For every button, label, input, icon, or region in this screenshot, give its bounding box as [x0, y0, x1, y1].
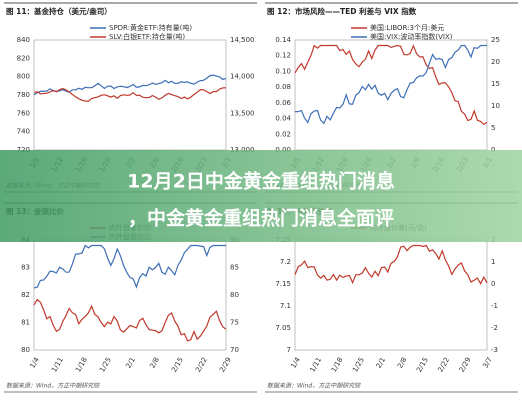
right-tick-label: 85	[230, 264, 239, 272]
x-tick-label: 2/29	[218, 356, 233, 374]
left-tick-label: 0.06	[275, 99, 291, 107]
right-tick-label: 70	[230, 346, 239, 354]
left-tick-label: 0.14	[275, 36, 291, 44]
right-tick-label: 80	[230, 291, 239, 299]
right-tick-label: 5	[491, 124, 495, 132]
left-tick-label: 780	[17, 91, 30, 99]
decor-line	[294, 44, 488, 126]
left-tick-label: 840	[17, 36, 30, 44]
x-tick-label: 2/8	[148, 356, 161, 370]
left-tick-label: 83	[21, 264, 30, 272]
decor-line	[33, 74, 227, 96]
headline: ，中金黄金重组热门消息全面评	[128, 207, 394, 230]
headline: 12月2日中金黄金重组热门消息	[127, 170, 395, 193]
legend-label: SPDR:黄金ETF:持有量(吨)	[109, 23, 192, 32]
x-tick-label: 2/1	[375, 356, 388, 370]
source: 数据来源：Wind，方正中期研究院	[267, 382, 361, 390]
right-tick-label: 0	[491, 280, 495, 288]
left-tick-label: 80	[21, 346, 30, 354]
x-tick-label: 1/25	[98, 356, 113, 374]
right-tick-label: 13,500	[230, 109, 255, 117]
panel-title: 图 11：基金持仓（美元/盎司）	[6, 6, 112, 16]
left-tick-label: 81	[21, 319, 30, 327]
right-tick-label: 75	[230, 319, 239, 327]
x-tick-label: 2/15	[170, 356, 185, 374]
right-tick-label: -3	[491, 346, 498, 354]
decor-line	[33, 298, 227, 342]
plot-frame	[33, 239, 227, 351]
decor-line	[294, 44, 487, 125]
left-tick-label: 0.08	[275, 83, 291, 91]
decor-line	[33, 87, 227, 102]
left-tick-label: 0.04	[275, 115, 291, 123]
left-tick-label: 740	[17, 128, 30, 136]
x-tick-label: 2/22	[436, 356, 451, 374]
decor-line	[294, 244, 488, 285]
x-tick-label: 1/4	[28, 356, 41, 370]
right-tick-label: 14,000	[230, 73, 255, 81]
right-tick-label: 15	[491, 80, 500, 88]
x-tick-label: 1/25	[351, 356, 366, 374]
left-tick-label: 7.2	[280, 258, 291, 266]
x-tick-label: 1/18	[330, 356, 345, 374]
x-tick-label: 2/1	[124, 356, 137, 370]
right-tick-label: 10	[491, 102, 500, 110]
x-tick-label: 1/4	[289, 356, 302, 370]
left-tick-label: 7.05	[275, 324, 291, 332]
legend-label: 美国:VIX:波动率指数(VIX)	[370, 32, 453, 41]
left-tick-label: 82	[21, 291, 30, 299]
panel-title: 图 12：市场风险——TED 利差与 VIX 指数	[267, 6, 417, 16]
left-tick-label: 0.02	[275, 130, 291, 138]
x-tick-label: 2/22	[194, 356, 209, 374]
plot-frame	[294, 39, 488, 151]
decor-line	[33, 244, 226, 289]
left-tick-label: 0.12	[275, 52, 291, 60]
right-tick-label: 14,500	[230, 36, 255, 44]
left-tick-label: 7.15	[275, 280, 291, 288]
x-tick-label: 1/11	[308, 356, 323, 374]
plot-frame	[294, 239, 488, 351]
left-tick-label: 800	[17, 73, 30, 81]
left-tick-label: 7.1	[280, 302, 291, 310]
left-tick-label: 7	[287, 346, 291, 354]
headline-band	[0, 150, 522, 242]
right-tick-label: -2	[491, 324, 498, 332]
legend-label: SLV:白银ETF:持仓量(吨)	[109, 32, 185, 41]
right-tick-label: 20	[491, 58, 500, 66]
x-tick-label: 2/29	[458, 356, 473, 374]
x-tick-label: 2/15	[415, 356, 430, 374]
x-tick-label: 3/7	[481, 356, 494, 370]
source: 数据来源：Wind，方正中期研究院	[6, 382, 100, 390]
right-tick-label: -1	[491, 302, 498, 310]
left-tick-label: 820	[17, 54, 30, 62]
x-tick-label: 2/8	[396, 356, 409, 370]
x-tick-label: 1/11	[50, 356, 65, 374]
right-tick-label: 25	[491, 36, 500, 44]
legend-label: 美国:LIBOR:3个月:美元	[370, 23, 444, 32]
right-tick-label: 1	[491, 258, 495, 266]
x-tick-label: 1/18	[74, 356, 89, 374]
left-tick-label: 760	[17, 109, 30, 117]
left-tick-label: 0.10	[275, 67, 291, 75]
